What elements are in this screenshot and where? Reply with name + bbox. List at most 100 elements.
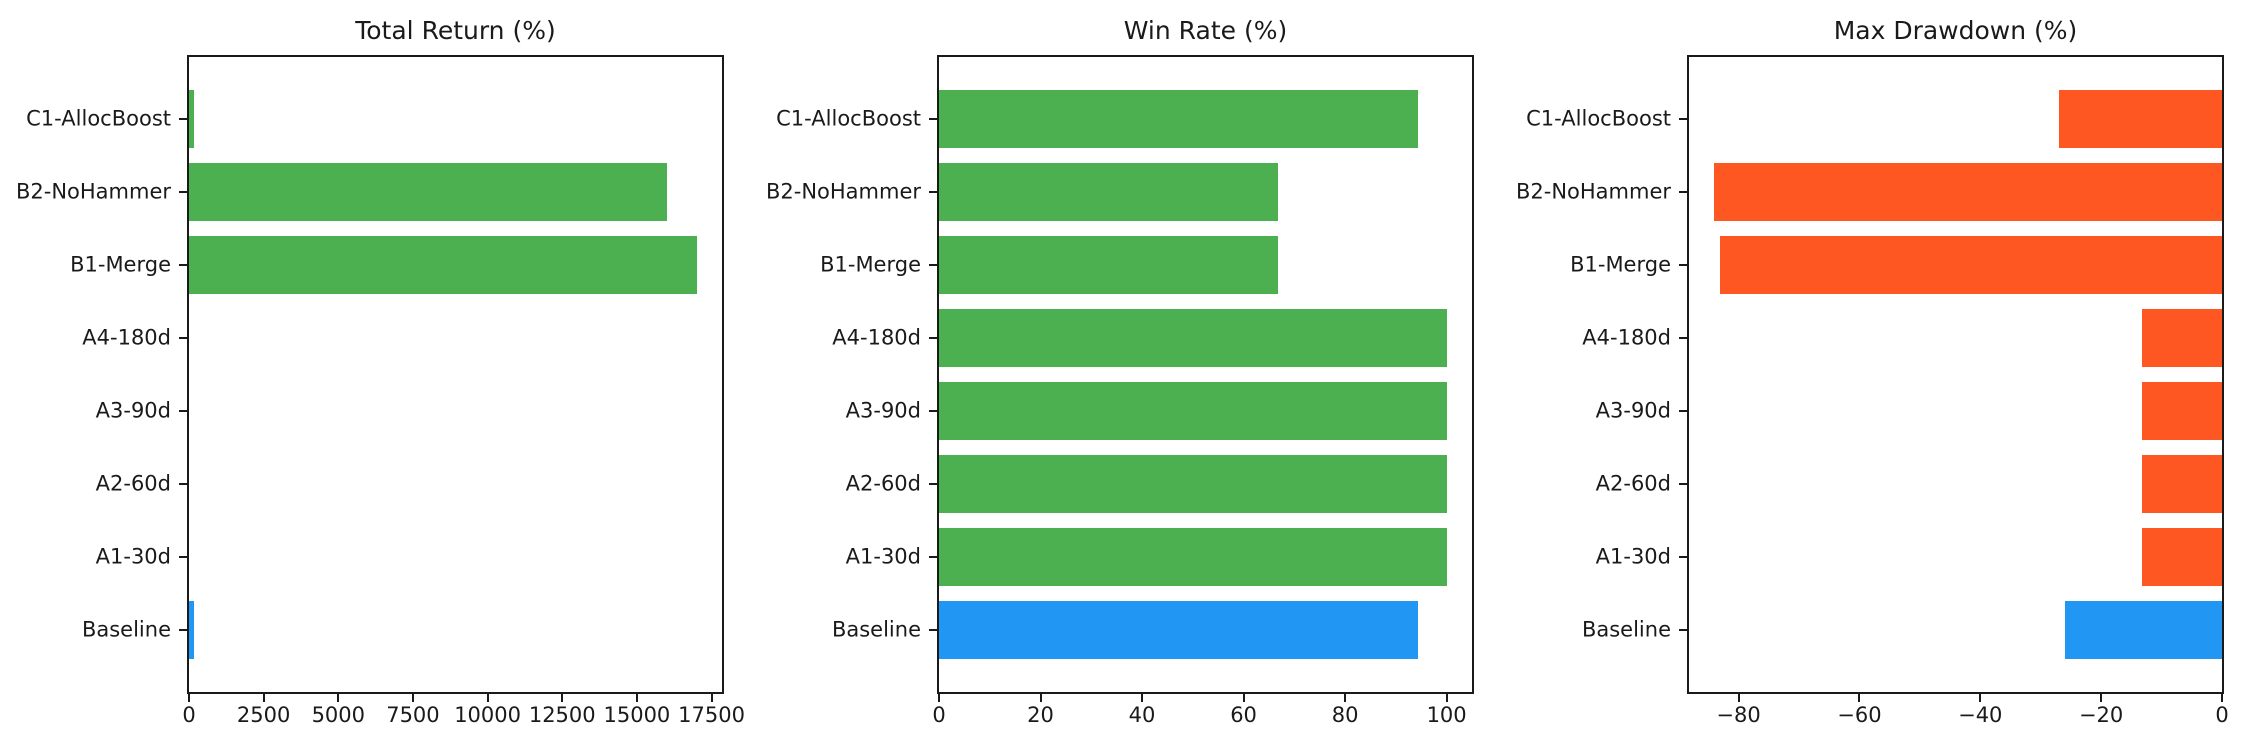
- bar-a2-60d: [2142, 454, 2222, 514]
- bar-baseline: [189, 600, 195, 660]
- x-tick-−60: [1858, 694, 1861, 702]
- x-tick-label-12500: 12500: [528, 703, 596, 727]
- x-tick-label-−60: −60: [1837, 703, 1882, 727]
- category-label-c1-allocboost: C1-AllocBoost: [26, 106, 171, 131]
- y-tick-b1-merge: [929, 264, 937, 267]
- subplot-max-drawdown: Max Drawdown (%) Baseline A1-30d A2-60d A3-…: [1500, 0, 2250, 750]
- bar-b2-nohammer: [939, 162, 1278, 222]
- x-tick-label-−40: −40: [1958, 703, 2003, 727]
- category-label-a3-90d: A3-90d: [845, 398, 921, 423]
- bar-a1-30d: [2142, 527, 2222, 587]
- y-tick-b2-nohammer: [1679, 191, 1687, 194]
- y-tick-c1-allocboost: [1679, 118, 1687, 121]
- x-tick-5000: [337, 694, 340, 702]
- x-tick-label-10000: 10000: [454, 703, 521, 727]
- x-tick-−40: [1979, 694, 1982, 702]
- x-tick-20: [1039, 694, 1042, 702]
- x-tick-label-17500: 17500: [678, 703, 745, 727]
- x-tick-label-20: 20: [1027, 703, 1054, 727]
- plot-area-max-drawdown: Baseline A1-30d A2-60d A3-90d A4-180d B1-Merg…: [1516, 55, 2229, 726]
- y-tick-a4-180d: [179, 337, 187, 339]
- bar-b2-nohammer: [189, 162, 667, 222]
- x-tick-0: [938, 694, 940, 702]
- bar-b2-nohammer: [1714, 162, 2222, 222]
- y-tick-a2-60d: [1679, 482, 1687, 485]
- x-tick-−80: [1737, 694, 1740, 702]
- chart-title-max-drawdown: Max Drawdown (%): [1833, 16, 2078, 45]
- category-label-a4-180d: A4-180d: [832, 325, 921, 350]
- category-label-b2-nohammer: B2-NoHammer: [15, 179, 171, 204]
- category-label-baseline: Baseline: [1581, 617, 1671, 642]
- x-tick-label-0: 0: [182, 703, 196, 727]
- category-label-b1-merge: B1-Merge: [1570, 252, 1671, 277]
- bar-baseline: [939, 600, 1419, 660]
- x-tick-12500: [561, 694, 564, 702]
- x-tick-label-100: 100: [1426, 703, 1467, 727]
- x-tick-−20: [2100, 694, 2103, 702]
- bar-b1-merge: [189, 235, 697, 295]
- x-tick-label-60: 60: [1230, 703, 1257, 727]
- category-label-a1-30d: A1-30d: [845, 544, 921, 569]
- y-tick-b1-merge: [179, 264, 187, 267]
- bar-c1-allocboost: [2058, 89, 2222, 149]
- category-label-b1-merge: B1-Merge: [820, 252, 921, 277]
- y-tick-a3-90d: [179, 409, 187, 412]
- y-tick-a3-90d: [929, 409, 937, 412]
- category-label-b2-nohammer: B2-NoHammer: [765, 179, 921, 204]
- bar-c1-allocboost: [939, 89, 1419, 149]
- x-tick-15000: [635, 694, 638, 702]
- bar-a1-30d: [939, 527, 1447, 587]
- y-tick-baseline: [1679, 628, 1687, 631]
- category-label-c1-allocboost: C1-AllocBoost: [1526, 106, 1671, 131]
- plot-area-win-rate: Baseline A1-30d A2-60d A3-90d A4-180d B1-Merg…: [766, 55, 1474, 726]
- bar-a2-60d: [939, 454, 1447, 514]
- bar-a3-90d: [2142, 381, 2222, 441]
- category-label-b2-nohammer: B2-NoHammer: [1515, 179, 1671, 204]
- x-tick-80: [1344, 694, 1347, 702]
- category-label-b1-merge: B1-Merge: [70, 252, 171, 277]
- x-tick-label-7500: 7500: [386, 703, 440, 727]
- bar-c1-allocboost: [189, 89, 194, 149]
- subplot-total-return: Total Return (%) Baseline A1-30d A2-60d A3-…: [0, 0, 750, 750]
- bar-a4-180d: [939, 308, 1447, 368]
- category-label-a1-30d: A1-30d: [1595, 544, 1671, 569]
- y-tick-a4-180d: [929, 337, 937, 339]
- category-label-baseline: Baseline: [831, 617, 921, 642]
- x-tick-40: [1141, 694, 1144, 702]
- x-tick-17500: [710, 694, 713, 702]
- x-tick-label-0: 0: [932, 703, 946, 727]
- x-tick-label-−80: −80: [1716, 703, 1761, 727]
- y-tick-baseline: [179, 628, 187, 631]
- y-tick-c1-allocboost: [929, 118, 937, 121]
- x-tick-0: [188, 694, 190, 702]
- y-tick-a1-30d: [929, 555, 937, 558]
- x-tick-7500: [411, 694, 414, 702]
- category-label-a3-90d: A3-90d: [1595, 398, 1671, 423]
- bar-baseline: [2064, 600, 2222, 660]
- x-tick-label-0: 0: [2215, 703, 2229, 727]
- x-tick-label-40: 40: [1128, 703, 1156, 727]
- chart-title-win-rate: Win Rate (%): [1123, 16, 1288, 45]
- category-label-a2-60d: A2-60d: [845, 471, 921, 496]
- x-tick-label-5000: 5000: [311, 703, 366, 727]
- category-label-a3-90d: A3-90d: [95, 398, 171, 423]
- x-tick-10000: [486, 694, 489, 702]
- x-tick-100: [1445, 694, 1448, 702]
- y-tick-a4-180d: [1679, 337, 1687, 339]
- y-tick-b2-nohammer: [179, 191, 187, 194]
- plot-area-total-return: Baseline A1-30d A2-60d A3-90d A4-180d B1-Merg…: [16, 55, 745, 726]
- x-tick-0: [2221, 694, 2223, 702]
- y-tick-a2-60d: [929, 482, 937, 485]
- category-label-a4-180d: A4-180d: [1582, 325, 1671, 350]
- category-label-a4-180d: A4-180d: [82, 325, 171, 350]
- x-tick-2500: [262, 694, 265, 702]
- y-tick-a2-60d: [179, 482, 187, 485]
- category-label-c1-allocboost: C1-AllocBoost: [776, 106, 921, 131]
- y-tick-b1-merge: [1679, 264, 1687, 267]
- bar-a4-180d: [2142, 308, 2222, 368]
- bar-a3-90d: [939, 381, 1447, 441]
- y-tick-a1-30d: [179, 555, 187, 558]
- subplot-win-rate: Win Rate (%) Baseline A1-30d A2-60d A3-90d A…: [750, 0, 1500, 750]
- y-tick-a1-30d: [1679, 555, 1687, 558]
